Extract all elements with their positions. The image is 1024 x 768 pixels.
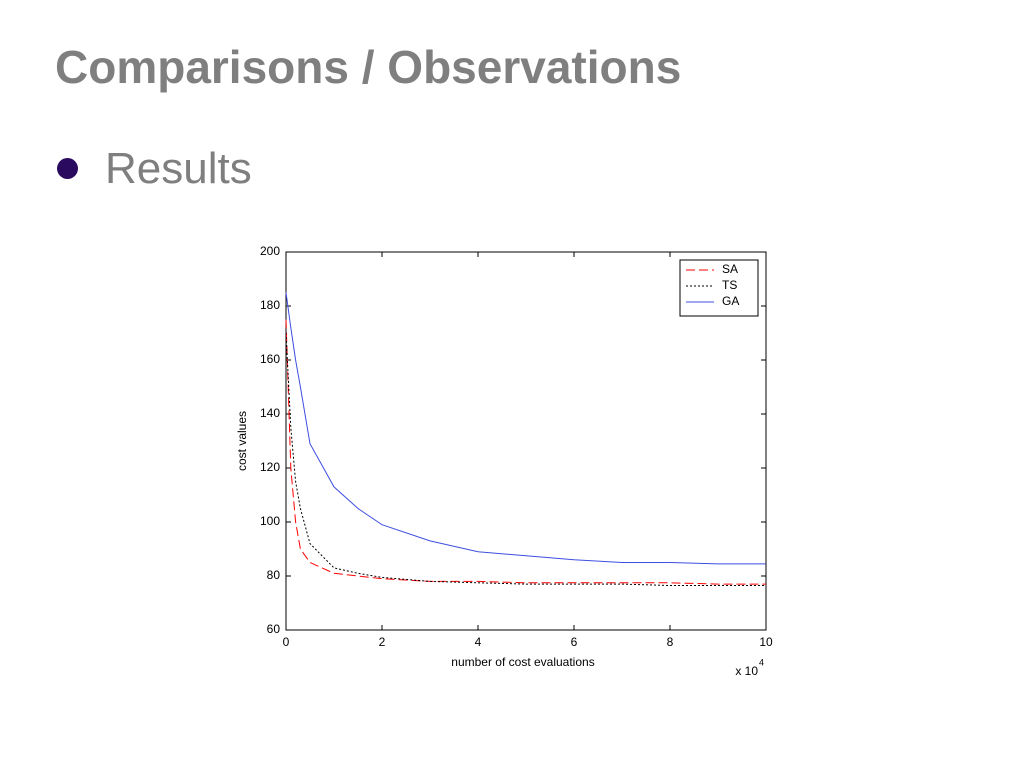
y-tick-label: 200 <box>260 244 280 258</box>
x-tick-label: 10 <box>759 635 773 649</box>
y-tick-label: 140 <box>260 406 280 420</box>
slide-title: Comparisons / Observations <box>55 41 682 93</box>
x-tick-label: 0 <box>283 635 290 649</box>
series-line <box>285 292 766 565</box>
x-axis-label: number of cost evaluations <box>451 655 594 669</box>
legend-box <box>679 259 759 317</box>
x-tick-label: 4 <box>475 635 482 649</box>
y-tick-label: 100 <box>260 514 280 528</box>
bullet-text: Results <box>105 144 252 193</box>
y-tick-label: 60 <box>267 622 281 636</box>
x-multiplier: x 10 <box>735 664 758 678</box>
legend-label: SA <box>722 262 738 276</box>
y-tick-label: 160 <box>260 352 280 366</box>
y-axis-label: cost values <box>235 411 249 471</box>
x-tick-label: 6 <box>571 635 578 649</box>
bullet-dot <box>57 158 78 179</box>
y-tick-label: 80 <box>267 568 281 582</box>
x-exponent: 4 <box>759 657 764 667</box>
series-line <box>285 319 766 585</box>
y-tick-label: 120 <box>260 460 280 474</box>
legend-label: GA <box>722 294 739 308</box>
y-tick-label: 180 <box>260 298 280 312</box>
legend-label: TS <box>722 278 737 292</box>
x-tick-label: 2 <box>379 635 386 649</box>
x-tick-label: 8 <box>667 635 674 649</box>
